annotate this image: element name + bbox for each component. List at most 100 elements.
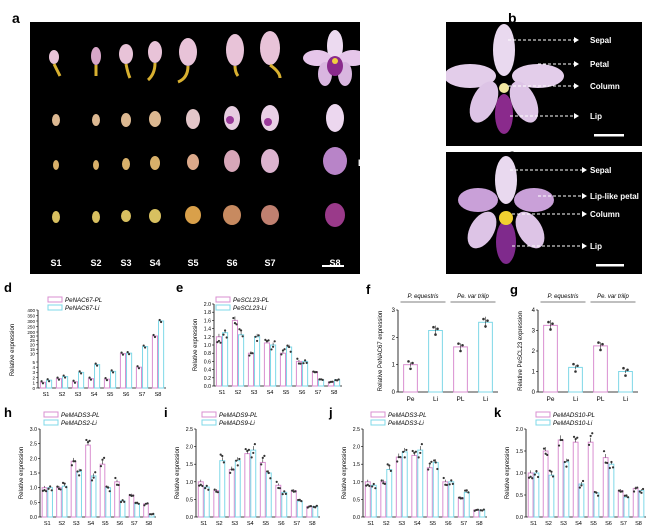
bar-S4-0: [263, 342, 271, 387]
bar-S7-0: [457, 497, 464, 518]
data-point: [448, 483, 451, 486]
x-tick-label: S4: [575, 521, 582, 527]
data-point: [601, 342, 604, 346]
data-point: [602, 450, 606, 453]
bar-S3-0: [557, 439, 564, 518]
data-point: [95, 364, 99, 367]
y-tick-label: 2.0: [353, 445, 360, 451]
data-point: [152, 512, 155, 515]
data-point: [461, 497, 464, 500]
bar-S6-1: [119, 500, 126, 518]
data-point: [559, 438, 562, 442]
data-point: [255, 339, 259, 343]
bar-S2-0: [380, 481, 387, 518]
data-point: [159, 320, 163, 324]
data-point: [641, 487, 645, 491]
bar-S5-0: [587, 441, 594, 518]
bar-S1-1: [203, 486, 210, 518]
bar-PL-2: [453, 346, 468, 393]
bar-S3-0: [70, 460, 77, 518]
data-point: [88, 439, 91, 442]
data-point: [153, 335, 157, 339]
b-label-column: Column: [590, 82, 620, 91]
data-point: [640, 491, 643, 494]
y-tick-label: 2: [532, 349, 536, 355]
bar-S6-1: [126, 352, 133, 389]
c-label-lip: Lip: [590, 242, 602, 251]
data-point: [372, 482, 375, 486]
bar-S7-0: [617, 490, 624, 518]
data-point: [624, 374, 627, 377]
data-point: [625, 494, 628, 497]
data-point: [41, 382, 45, 385]
bar-S6-1: [448, 481, 455, 518]
stage-label-s7: S7: [264, 258, 276, 268]
x-tick-label: S7: [620, 521, 627, 527]
data-point: [638, 490, 641, 493]
data-point: [85, 438, 88, 442]
data-point: [434, 333, 437, 336]
bar-S4-0: [244, 453, 251, 518]
data-point: [137, 367, 141, 370]
y-tick-label: 200: [27, 330, 35, 335]
data-point: [450, 479, 453, 482]
data-point: [63, 376, 67, 379]
data-point: [73, 460, 77, 463]
data-point: [78, 474, 81, 477]
data-point: [433, 459, 436, 462]
data-point: [296, 357, 299, 360]
data-point: [476, 508, 480, 511]
y-tick-label: 1.4: [204, 327, 211, 333]
c-label-sepal: Sepal: [590, 166, 612, 175]
y-tick-label: 0: [32, 386, 35, 391]
data-point: [291, 489, 294, 492]
data-point: [434, 461, 437, 464]
y-tick-label: 2.0: [30, 456, 37, 462]
data-point: [315, 504, 318, 507]
data-point: [44, 490, 48, 493]
x-tick-label: S8: [145, 521, 152, 527]
data-point: [572, 362, 575, 366]
data-point: [486, 319, 489, 322]
bar-S7-1: [296, 500, 303, 518]
chart-f-penac67-tissue: f 0 1 2 3 Relative PeNAC67 expression P. eques…: [366, 282, 498, 402]
data-point: [484, 325, 487, 328]
x-tick-label: Li: [433, 396, 438, 402]
data-point: [432, 325, 435, 329]
data-point: [205, 484, 208, 487]
y-tick-label: 1: [532, 370, 536, 376]
data-point: [388, 464, 391, 467]
legend-label-0: PeMADS3-PL: [388, 412, 427, 419]
x-tick-label: S1: [219, 390, 226, 396]
y-axis-label: Relative expression: [342, 447, 348, 499]
y-tick-label: 0.0: [186, 515, 193, 521]
legend-label-0: PeNAC67-PL: [65, 297, 103, 304]
x-tick-label: S1: [530, 521, 537, 527]
chart-g-pescl23-tissue: g 0 1 2 3 4 Relative PeSCL23 expression P. eque…: [510, 282, 638, 402]
data-point: [533, 473, 536, 476]
data-point: [127, 353, 131, 356]
data-point: [136, 365, 139, 368]
data-point: [120, 351, 123, 354]
data-point: [88, 376, 91, 379]
x-tick-label: S8: [331, 390, 338, 396]
data-point: [114, 476, 117, 480]
panel-label-h: h: [4, 405, 12, 420]
data-point: [283, 490, 286, 493]
data-point: [65, 486, 68, 489]
data-point: [101, 458, 104, 461]
data-point: [110, 369, 113, 372]
y-tick-label: 1.0: [186, 480, 193, 486]
data-point: [557, 444, 561, 447]
y-tick-label: 350: [27, 313, 35, 318]
data-point: [407, 360, 410, 363]
y-tick-label: 1: [32, 381, 35, 386]
data-point: [587, 443, 591, 446]
y-tick-label: 300: [27, 319, 35, 324]
data-point: [56, 376, 59, 379]
bar-S4-0: [572, 441, 579, 518]
data-point: [409, 367, 412, 371]
data-point: [366, 483, 369, 486]
data-point: [632, 490, 636, 493]
